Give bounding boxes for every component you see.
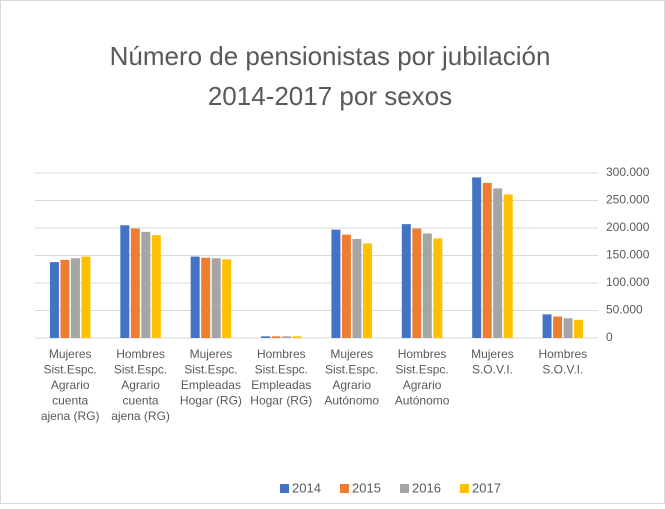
y-tick-label: 100.000 [606, 275, 650, 289]
bar [472, 177, 482, 338]
x-tick-label: Sist.Espc. [184, 363, 237, 377]
legend-swatch [400, 484, 409, 493]
bar [542, 314, 552, 338]
x-tick-label: Mujeres [49, 347, 92, 361]
x-tick-label: Agrario [121, 378, 160, 392]
bar [151, 235, 161, 338]
bar [130, 228, 140, 338]
x-tick-label: S.O.V.I. [542, 363, 583, 377]
x-tick-label: Mujeres [471, 347, 514, 361]
legend-swatch [460, 484, 469, 493]
bar [433, 238, 443, 338]
y-tick-label: 50.000 [606, 303, 643, 317]
bar [422, 233, 432, 338]
y-tick-label: 250.000 [606, 193, 650, 207]
bar [292, 336, 302, 338]
x-tick-label: Empleadas [181, 378, 241, 392]
x-tick-label: Mujeres [190, 347, 233, 361]
chart-title: 2014-2017 por sexos [208, 81, 452, 111]
bar [60, 259, 70, 338]
bar [261, 336, 271, 338]
x-tick-label: Agrario [403, 378, 442, 392]
bar [412, 228, 422, 338]
bar [271, 336, 281, 338]
bar [362, 243, 372, 338]
legend-swatch [340, 484, 349, 493]
x-tick-label: Hogar (RG) [250, 394, 312, 408]
y-tick-label: 150.000 [606, 248, 650, 262]
x-tick-label: Sist.Espc. [395, 363, 448, 377]
x-tick-label: Hombres [398, 347, 447, 361]
x-tick-label: S.O.V.I. [472, 363, 513, 377]
bar [222, 259, 232, 338]
x-tick-label: Hogar (RG) [180, 394, 242, 408]
bar [341, 234, 351, 338]
bar [563, 318, 573, 338]
x-tick-label: Hombres [538, 347, 587, 361]
legend-label: 2014 [292, 480, 321, 495]
bar [331, 229, 341, 338]
bar [120, 225, 130, 338]
x-tick-label: Autónomo [395, 394, 450, 408]
x-tick-label: Sist.Espc. [325, 363, 378, 377]
bar [503, 194, 513, 338]
legend-label: 2016 [412, 480, 441, 495]
bar [190, 256, 200, 338]
bar [70, 258, 80, 338]
x-tick-label: Empleadas [251, 378, 311, 392]
x-tick-label: Hombres [257, 347, 306, 361]
y-tick-label: 0 [606, 330, 613, 344]
bar [81, 256, 91, 338]
x-tick-label: cuenta [123, 394, 159, 408]
legend-swatch [280, 484, 289, 493]
y-tick-label: 300.000 [606, 165, 650, 179]
bar [211, 258, 221, 338]
x-tick-label: cuenta [52, 394, 88, 408]
x-tick-label: ajena (RG) [41, 409, 100, 423]
x-tick-label: Sist.Espc. [255, 363, 308, 377]
x-tick-label: Sist.Espc. [44, 363, 97, 377]
x-tick-label: Sist.Espc. [114, 363, 167, 377]
x-tick-label: ajena (RG) [111, 409, 170, 423]
x-tick-label: Mujeres [330, 347, 373, 361]
bar [553, 316, 563, 338]
bar [493, 188, 503, 338]
x-tick-label: Agrario [51, 378, 90, 392]
x-tick-label: Autónomo [324, 394, 379, 408]
bar [401, 224, 411, 338]
x-tick-label: Hombres [116, 347, 165, 361]
y-tick-label: 200.000 [606, 220, 650, 234]
x-tick-label: Agrario [332, 378, 371, 392]
bar [482, 182, 492, 338]
bar [141, 231, 151, 338]
legend-label: 2015 [352, 480, 381, 495]
bar [282, 336, 292, 338]
legend-label: 2017 [472, 480, 501, 495]
bar [201, 257, 211, 338]
bar [49, 262, 59, 338]
bar [574, 319, 584, 338]
bar [352, 239, 362, 338]
chart-title: Número de pensionistas por jubilación [110, 41, 551, 71]
